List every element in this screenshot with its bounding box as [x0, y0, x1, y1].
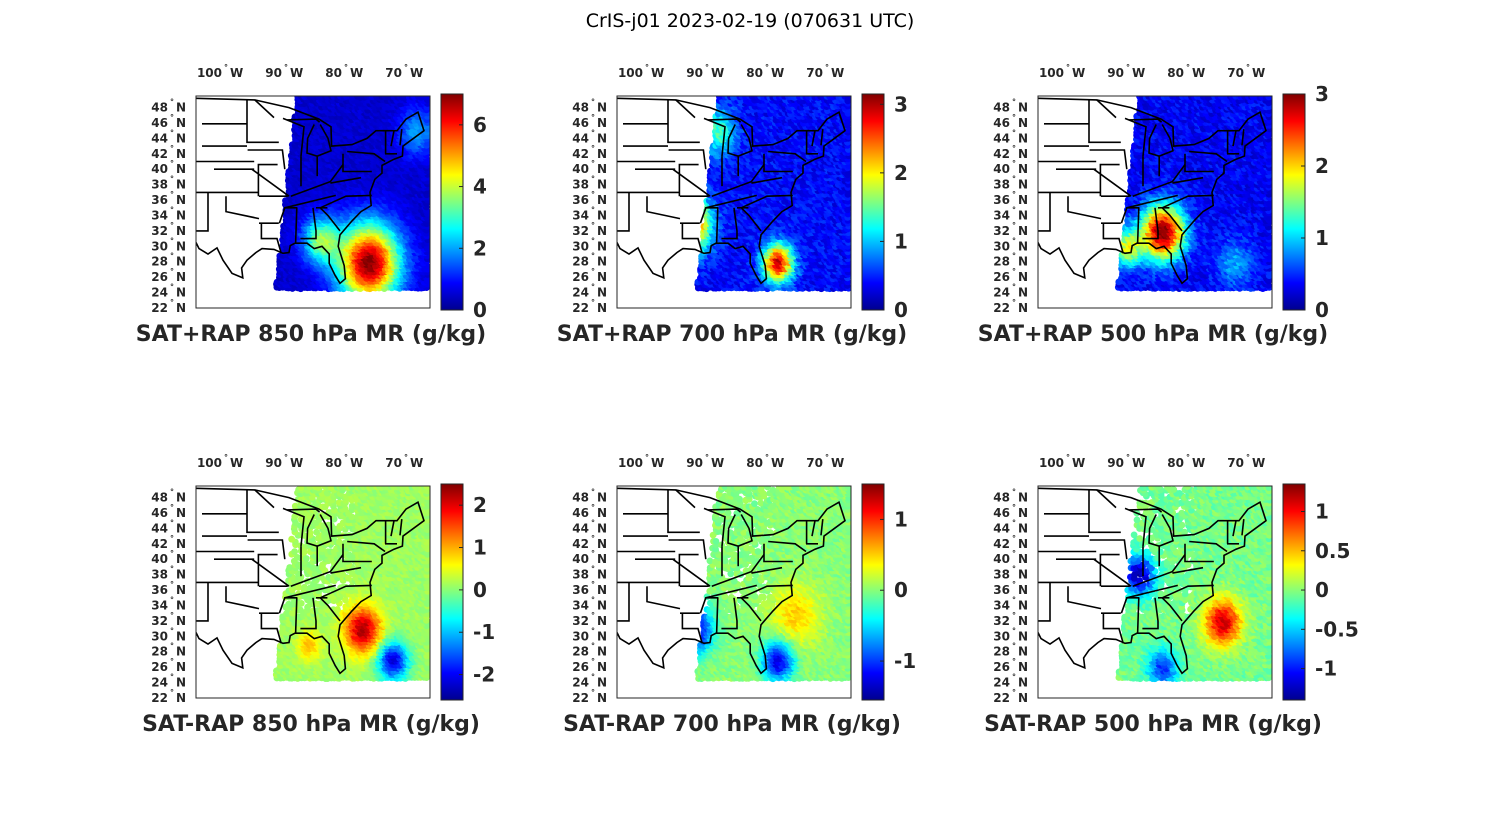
state-line — [347, 150, 386, 163]
lat-tick-suffix: N — [176, 270, 186, 284]
colorbar-tick-label: 4 — [473, 175, 487, 199]
lat-tick-degree: ° — [170, 252, 174, 261]
state-line — [294, 207, 298, 245]
lat-tick-degree: ° — [170, 175, 174, 184]
state-line — [251, 168, 290, 197]
lat-tick-degree: ° — [170, 267, 174, 276]
retrieval-point — [424, 96, 430, 100]
state-line — [246, 99, 279, 144]
lat-tick-degree: ° — [170, 98, 174, 107]
lon-tick-suffix: W — [350, 66, 363, 80]
lon-tick-label: 100 — [197, 66, 222, 80]
state-line — [330, 176, 362, 184]
lat-tick-degree: ° — [170, 205, 174, 214]
lat-tick-label: 48 — [151, 101, 168, 115]
lat-tick-suffix: N — [176, 224, 186, 238]
lat-tick-degree: ° — [170, 159, 174, 168]
lat-tick-degree: ° — [170, 144, 174, 153]
lat-tick-label: 44 — [151, 131, 168, 145]
state-line — [319, 207, 341, 232]
lat-tick-label: 24 — [151, 286, 168, 300]
lat-tick-label: 34 — [151, 208, 168, 222]
lat-tick-suffix: N — [176, 178, 186, 192]
state-line — [300, 207, 317, 240]
lat-tick-suffix: N — [176, 239, 186, 253]
panel-label: SAT+RAP 850 hPa MR (g/kg) — [136, 322, 486, 347]
state-line — [257, 163, 278, 197]
lat-tick-label: 42 — [151, 147, 168, 161]
state-line — [225, 196, 260, 220]
lat-tick-suffix: N — [176, 101, 186, 115]
lat-tick-degree: ° — [170, 236, 174, 245]
lat-tick-label: 32 — [151, 224, 168, 238]
colorbar-tick-label: 0 — [473, 298, 487, 322]
lat-tick-suffix: N — [176, 116, 186, 130]
state-line — [247, 149, 286, 170]
lat-tick-degree: ° — [170, 298, 174, 307]
lon-tick-label: 80 — [325, 66, 342, 80]
lon-tick-suffix: W — [290, 66, 303, 80]
lat-tick-degree: ° — [170, 190, 174, 199]
state-line — [260, 223, 282, 254]
lon-tick-degree: ° — [404, 63, 408, 72]
lon-tick-suffix: W — [410, 66, 423, 80]
state-line — [282, 117, 305, 157]
state-line — [399, 129, 403, 146]
colorbar-tick-label: 6 — [473, 113, 487, 137]
colorbar-gradient — [440, 93, 464, 311]
lat-tick-label: 26 — [151, 270, 168, 284]
map-panel: 100 ° W 90 ° W 80 ° W 70 ° W48 ° N46 ° N44 ° N42 ° N40 ° N38 °… — [136, 63, 487, 347]
lon-tick-degree: ° — [224, 63, 228, 72]
state-line — [290, 164, 344, 197]
state-line — [390, 130, 395, 147]
lat-tick-label: 46 — [151, 116, 168, 130]
state-line — [287, 118, 321, 123]
map-frame — [195, 95, 431, 309]
lon-tick-label: 90 — [265, 66, 282, 80]
lat-tick-suffix: N — [176, 162, 186, 176]
lat-tick-degree: ° — [170, 128, 174, 137]
state-line — [319, 194, 372, 209]
state-line — [196, 192, 209, 232]
lat-tick-degree: ° — [170, 113, 174, 122]
lat-tick-label: 28 — [151, 255, 168, 269]
lon-tick-degree: ° — [344, 63, 348, 72]
lat-tick-suffix: N — [176, 193, 186, 207]
figure-title: CrIS-j01 2023-02-19 (070631 UTC) — [586, 10, 915, 32]
lat-tick-label: 36 — [151, 193, 168, 207]
map-panel: 100 ° W 90 ° W 80 ° W 70 ° W48 ° N46 ° N44 ° N42 ° N40 ° N38 °… — [557, 63, 908, 347]
lat-tick-degree: ° — [170, 221, 174, 230]
lat-tick-degree: ° — [170, 283, 174, 292]
lon-tick-degree: ° — [284, 63, 288, 72]
state-line — [254, 99, 275, 119]
lat-tick-suffix: N — [176, 301, 186, 315]
state-line — [284, 194, 336, 209]
retrieval-points — [694, 96, 851, 293]
colorbar-tick-label: 2 — [473, 236, 487, 260]
colorbar: 0 2 4 6 — [440, 93, 487, 322]
retrieval-points — [273, 96, 430, 293]
state-line — [342, 153, 372, 173]
lat-tick-suffix: N — [176, 286, 186, 300]
coastline — [196, 97, 425, 285]
panels-grid: 100 ° W 90 ° W 80 ° W 70 ° W48 ° N46 ° N44 ° N42 ° N40 ° N38 °… — [136, 63, 1359, 737]
lon-tick-label: 70 — [385, 66, 402, 80]
lat-tick-label: 40 — [151, 162, 168, 176]
lat-tick-label: 38 — [151, 178, 168, 192]
state-line — [278, 207, 298, 224]
lat-tick-suffix: N — [176, 255, 186, 269]
lat-tick-label: 30 — [151, 239, 168, 253]
lat-tick-suffix: N — [176, 131, 186, 145]
lat-tick-suffix: N — [176, 208, 186, 222]
lat-tick-label: 22 — [151, 301, 168, 315]
lat-tick-suffix: N — [176, 147, 186, 161]
lon-tick-suffix: W — [230, 66, 243, 80]
state-line — [306, 124, 332, 157]
state-boundaries — [196, 97, 425, 285]
